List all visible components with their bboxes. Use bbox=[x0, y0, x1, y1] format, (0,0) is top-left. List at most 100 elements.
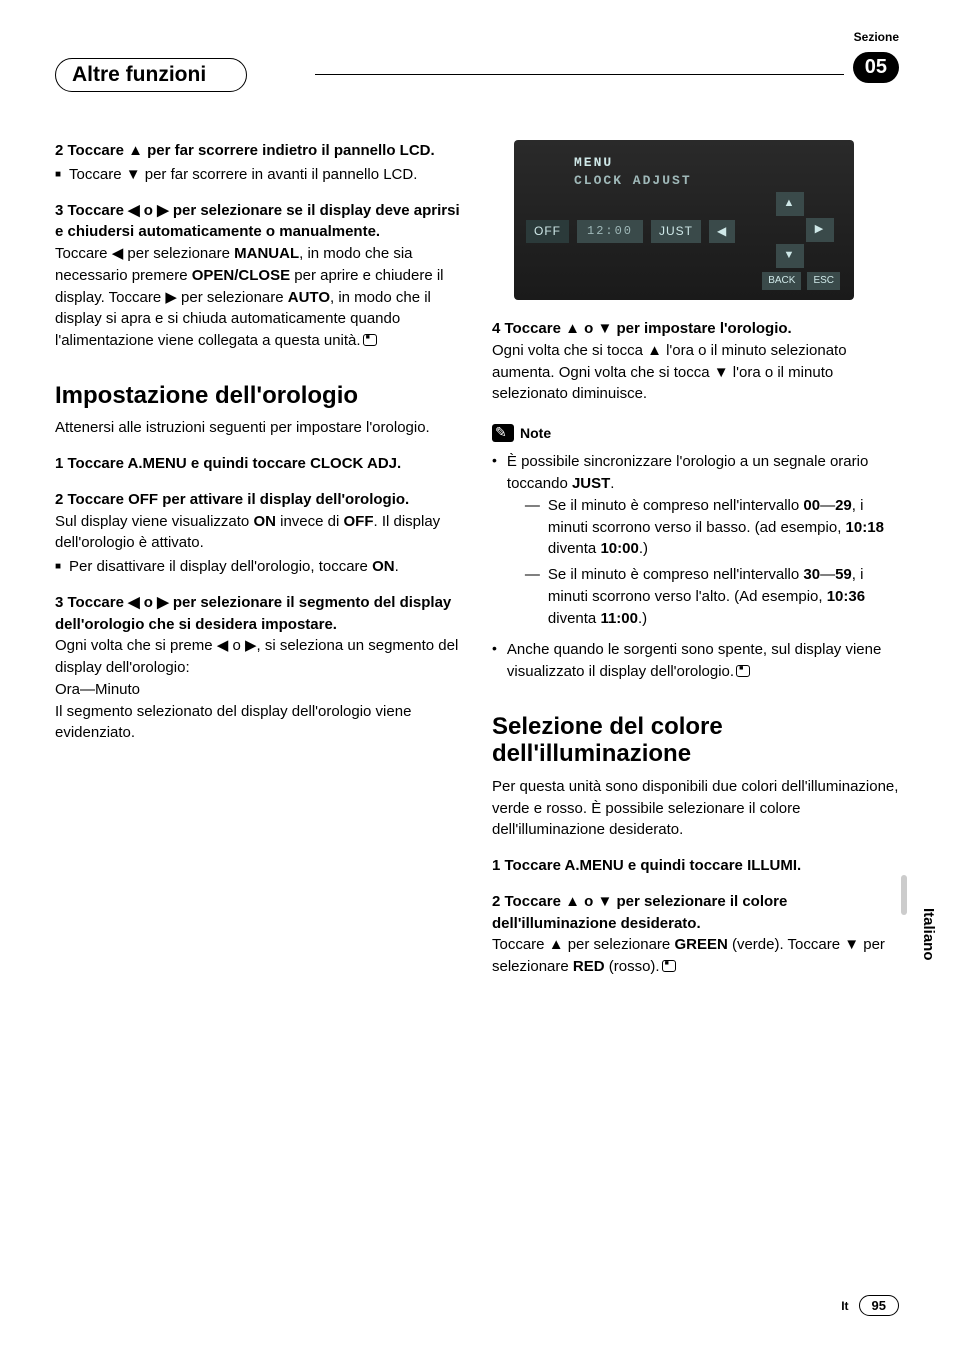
t: Anche quando le sorgenti sono spente, su… bbox=[507, 641, 881, 680]
kw: 10:36 bbox=[827, 588, 865, 605]
clock-step-1: 1 Toccare A.MENU e quindi toccare CLOCK … bbox=[55, 453, 462, 475]
clock-step-2-body: Sul display viene visualizzato ON invece… bbox=[55, 511, 462, 555]
scr-time: 12:00 bbox=[577, 220, 643, 243]
t: diventa bbox=[548, 540, 601, 557]
end-mark-icon bbox=[662, 960, 676, 972]
bullet-icon: • bbox=[492, 639, 497, 683]
content-columns: 2 Toccare ▲ per far scorrere indietro il… bbox=[55, 140, 899, 992]
step-2-sub-text: Toccare ▼ per far scorrere in avanti il … bbox=[69, 164, 417, 186]
step-4-head: 4 Toccare ▲ o ▼ per impostare l'orologio… bbox=[492, 318, 899, 340]
t: — bbox=[820, 566, 835, 583]
illum-step-1: 1 Toccare A.MENU e quindi toccare ILLUMI… bbox=[492, 855, 899, 877]
language-side-tab: Italiano bbox=[918, 900, 939, 969]
step-3: 3 Toccare ◀ o ▶ per selezionare se il di… bbox=[55, 200, 462, 352]
illum-step-2-body: Toccare ▲ per selezionare GREEN (verde).… bbox=[492, 934, 899, 978]
kw-manual: MANUAL bbox=[234, 245, 299, 262]
illum-step-1-head: 1 Toccare A.MENU e quindi toccare ILLUMI… bbox=[492, 855, 899, 877]
header-rule bbox=[315, 74, 844, 75]
t: . bbox=[610, 475, 614, 492]
kw-on: ON bbox=[372, 558, 395, 575]
notes-list: • È possibile sincronizzare l'orologio a… bbox=[492, 451, 899, 683]
kw-openclose: OPEN/CLOSE bbox=[192, 267, 290, 284]
kw: 59 bbox=[835, 566, 852, 583]
note-header: Note bbox=[492, 423, 899, 443]
clock-intro: Attenersi alle istruzioni seguenti per i… bbox=[55, 417, 462, 439]
clock-step-3-head: 3 Toccare ◀ o ▶ per selezionare il segme… bbox=[55, 592, 462, 636]
note-1-text: È possibile sincronizzare l'orologio a u… bbox=[507, 451, 899, 633]
square-bullet-icon: ■ bbox=[55, 560, 61, 578]
step-2-head: 2 Toccare ▲ per far scorrere indietro il… bbox=[55, 140, 462, 162]
step-3-head: 3 Toccare ◀ o ▶ per selezionare se il di… bbox=[55, 200, 462, 244]
right-column: MENU CLOCK ADJUST OFF 12:00 JUST ◀ ▲ ▶ ▼… bbox=[492, 140, 899, 992]
t: È possibile sincronizzare l'orologio a u… bbox=[507, 453, 868, 492]
chapter-title: Altre funzioni bbox=[55, 58, 247, 92]
kw-on: ON bbox=[253, 513, 276, 530]
kw: 10:00 bbox=[600, 540, 638, 557]
t: Se il minuto è compreso nell'intervallo … bbox=[548, 564, 899, 629]
clock-step-3-body1: Ogni volta che si preme ◀ o ▶, si selezi… bbox=[55, 635, 462, 679]
kw-auto: AUTO bbox=[288, 289, 330, 306]
clock-step-3: 3 Toccare ◀ o ▶ per selezionare il segme… bbox=[55, 592, 462, 744]
clock-step-2-sub-text: Per disattivare il display dell'orologio… bbox=[69, 556, 399, 578]
t: — bbox=[820, 497, 835, 514]
bullet-icon: • bbox=[492, 451, 497, 633]
page-footer: It 95 bbox=[841, 1295, 899, 1316]
clock-step-2: 2 Toccare OFF per attivare il display de… bbox=[55, 489, 462, 578]
section-number-badge: 05 bbox=[853, 52, 899, 83]
clock-step-2-head: 2 Toccare OFF per attivare il display de… bbox=[55, 489, 462, 511]
t: Se il minuto è compreso nell'intervallo bbox=[548, 497, 803, 514]
kw-just: JUST bbox=[572, 475, 610, 492]
scr-off-chip: OFF bbox=[526, 220, 569, 243]
end-mark-icon bbox=[736, 665, 750, 677]
scr-back-chip: BACK bbox=[762, 272, 801, 291]
step-4: 4 Toccare ▲ o ▼ per impostare l'orologio… bbox=[492, 318, 899, 405]
dash-icon: — bbox=[525, 495, 540, 560]
clock-step-2-sub: ■ Per disattivare il display dell'orolog… bbox=[55, 556, 462, 578]
t: .) bbox=[639, 540, 648, 557]
clock-step-3-body3: Il segmento selezionato del display dell… bbox=[55, 701, 462, 745]
scr-menu-label: MENU bbox=[574, 154, 613, 173]
kw-green: GREEN bbox=[674, 936, 727, 953]
scr-submenu-label: CLOCK ADJUST bbox=[574, 172, 692, 191]
scr-row: OFF 12:00 JUST ◀ bbox=[526, 220, 735, 243]
scr-bottom-row: BACK ESC bbox=[762, 272, 840, 291]
note-1-dash-1: — Se il minuto è compreso nell'intervall… bbox=[525, 495, 899, 560]
note-1-dash-2: — Se il minuto è compreso nell'intervall… bbox=[525, 564, 899, 629]
kw: 29 bbox=[835, 497, 852, 514]
note-label: Note bbox=[520, 423, 551, 443]
square-bullet-icon: ■ bbox=[55, 168, 61, 186]
left-column: 2 Toccare ▲ per far scorrere indietro il… bbox=[55, 140, 462, 992]
note-item-1: • È possibile sincronizzare l'orologio a… bbox=[492, 451, 899, 633]
kw-red: RED bbox=[573, 958, 605, 975]
clock-step-3-body2: Ora—Minuto bbox=[55, 679, 462, 701]
t: Per disattivare il display dell'orologio… bbox=[69, 558, 372, 575]
heading-clock: Impostazione dell'orologio bbox=[55, 382, 462, 410]
illum-step-2-head: 2 Toccare ▲ o ▼ per selezionare il color… bbox=[492, 891, 899, 935]
step-3-body: Toccare ◀ per selezionare MANUAL, in mod… bbox=[55, 243, 462, 352]
scr-up-icon: ▲ bbox=[776, 192, 804, 216]
t: Toccare ◀ per selezionare bbox=[55, 245, 234, 262]
scr-arrow-pad: ▲ ▶ ▼ bbox=[746, 192, 834, 268]
kw-off: OFF bbox=[343, 513, 373, 530]
page-header: Sezione Altre funzioni 05 bbox=[55, 30, 899, 90]
t: (rosso). bbox=[605, 958, 660, 975]
section-label: Sezione bbox=[854, 30, 899, 44]
scr-esc-chip: ESC bbox=[807, 272, 840, 291]
t: Toccare ▲ per selezionare bbox=[492, 936, 674, 953]
t: Sul display viene visualizzato bbox=[55, 513, 253, 530]
device-screenshot: MENU CLOCK ADJUST OFF 12:00 JUST ◀ ▲ ▶ ▼… bbox=[514, 140, 854, 300]
step-2: 2 Toccare ▲ per far scorrere indietro il… bbox=[55, 140, 462, 186]
illum-step-2: 2 Toccare ▲ o ▼ per selezionare il color… bbox=[492, 891, 899, 978]
kw: 10:18 bbox=[846, 519, 884, 536]
footer-page-number: 95 bbox=[859, 1295, 899, 1316]
t: .) bbox=[638, 610, 647, 627]
heading-illum: Selezione del colore dell'illuminazione bbox=[492, 713, 899, 768]
end-mark-icon bbox=[363, 334, 377, 346]
scr-left-icon: ◀ bbox=[709, 220, 735, 243]
t: diventa bbox=[548, 610, 601, 627]
kw: 11:00 bbox=[600, 610, 638, 627]
scr-just-chip: JUST bbox=[651, 220, 701, 243]
scr-right-icon: ▶ bbox=[806, 218, 834, 242]
t: invece di bbox=[276, 513, 344, 530]
t: Se il minuto è compreso nell'intervallo … bbox=[548, 495, 899, 560]
